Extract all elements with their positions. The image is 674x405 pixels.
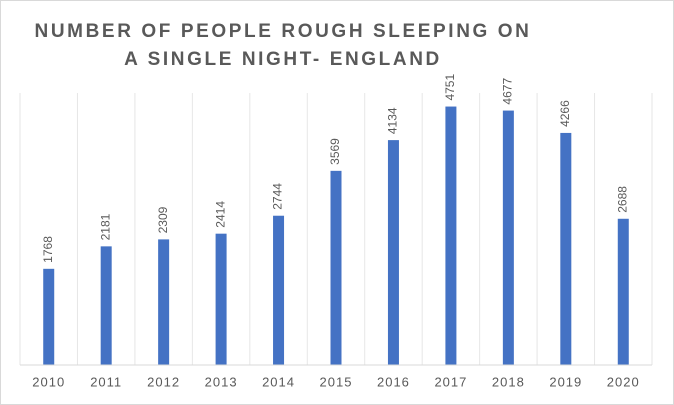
data-label: 2414 (213, 201, 227, 228)
bar (445, 106, 457, 366)
data-label: 1768 (41, 236, 55, 263)
x-tick-label: 2020 (607, 374, 640, 389)
bar (617, 218, 629, 365)
bar (273, 215, 285, 365)
x-tick-label: 2015 (320, 374, 353, 389)
x-tick-label: 2014 (262, 374, 295, 389)
bar (43, 268, 55, 365)
bar (215, 233, 227, 365)
data-label: 4134 (386, 107, 400, 134)
bar (100, 246, 112, 365)
x-tick-label: 2016 (377, 374, 410, 389)
data-label: 4677 (501, 78, 515, 105)
x-tick-label: 2017 (434, 374, 467, 389)
chart-title: NUMBER OF PEOPLE ROUGH SLEEPING ON A SIN… (34, 21, 532, 70)
x-tick-label: 2013 (205, 374, 238, 389)
data-label: 2688 (615, 186, 629, 213)
x-tick-label: 2011 (90, 374, 122, 389)
data-label: 4266 (558, 100, 572, 127)
data-label: 4751 (443, 74, 457, 101)
x-tick-label: 2010 (32, 374, 65, 389)
bar (330, 170, 342, 365)
x-tick-label: 2018 (492, 374, 525, 389)
bar (158, 239, 170, 365)
data-label: 3569 (328, 138, 342, 165)
data-label: 2309 (156, 206, 170, 233)
bar (560, 132, 572, 365)
x-tick-label: 2012 (147, 374, 180, 389)
bar (387, 140, 399, 365)
data-label: 2744 (271, 183, 285, 210)
data-label: 2181 (98, 213, 112, 240)
bar (502, 110, 514, 365)
x-tick-label: 2019 (549, 374, 582, 389)
